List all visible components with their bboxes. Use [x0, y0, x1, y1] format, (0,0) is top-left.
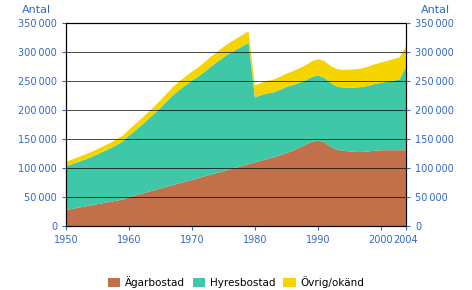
Text: Antal: Antal [421, 5, 450, 15]
Legend: Ägarbostad, Hyresbostad, Övrig/okänd: Ägarbostad, Hyresbostad, Övrig/okänd [104, 272, 368, 290]
Text: Antal: Antal [22, 5, 51, 15]
